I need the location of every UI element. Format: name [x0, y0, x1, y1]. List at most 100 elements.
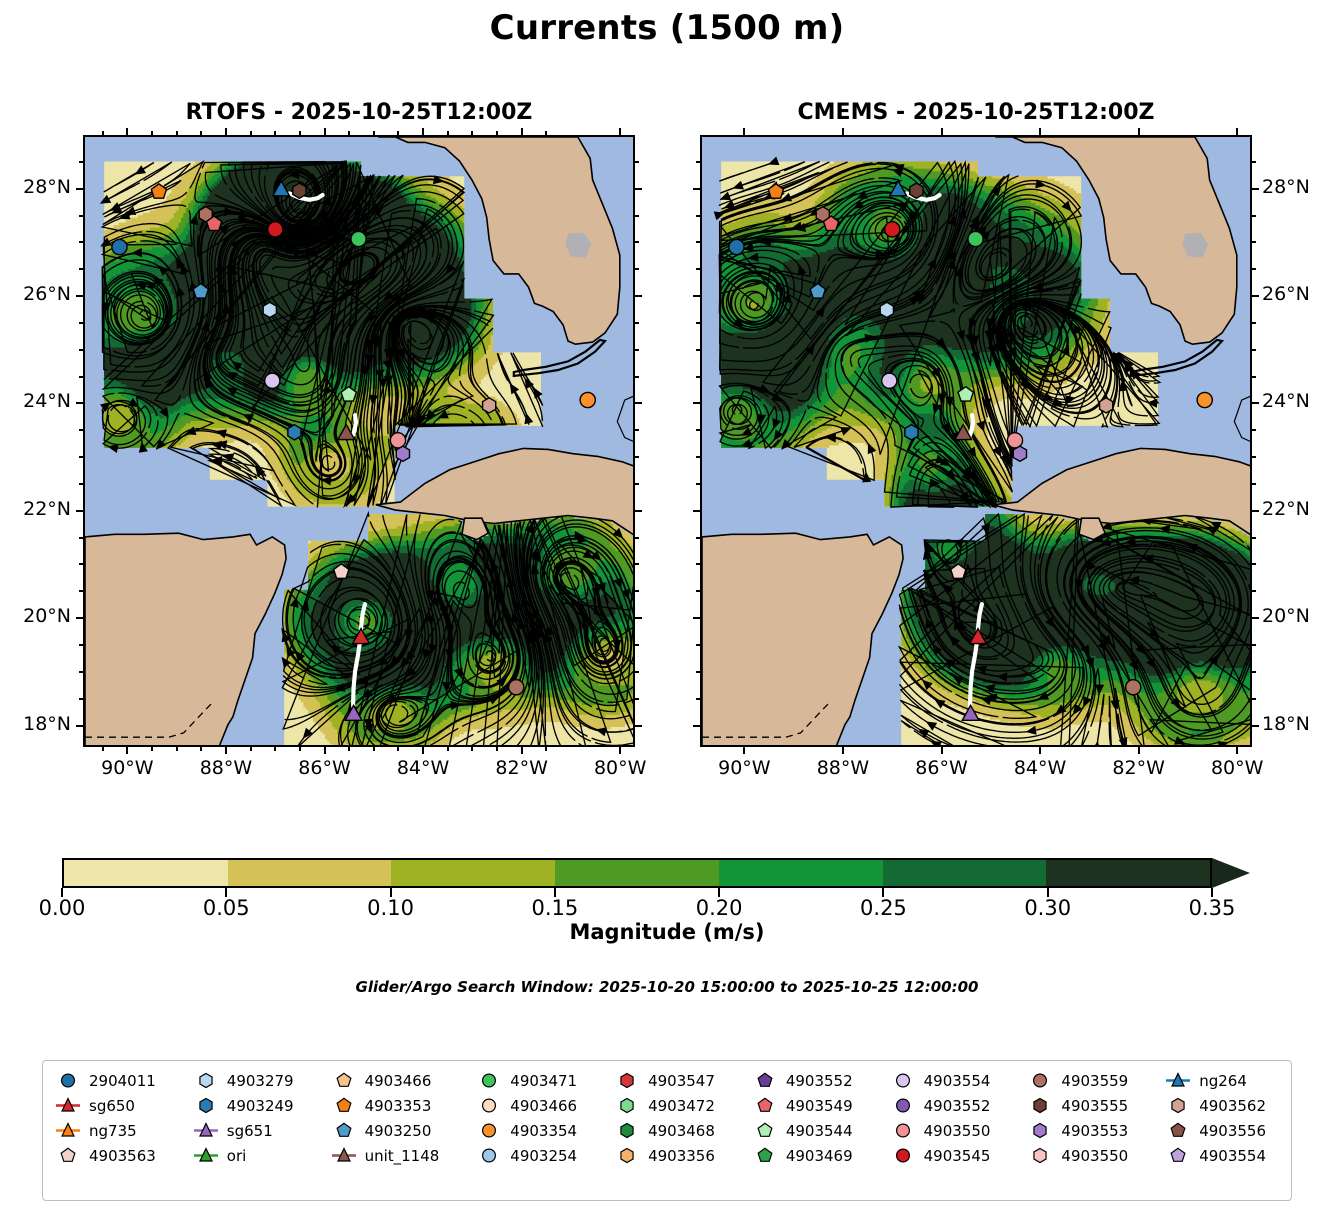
marker-4903562[interactable]: [481, 396, 497, 414]
marker-4903549[interactable]: [205, 215, 223, 232]
map-panel-cmems[interactable]: [700, 135, 1252, 747]
marker-4903554[interactable]: [263, 372, 281, 390]
legend-item-4903550[interactable]: 4903550: [1027, 1145, 1143, 1166]
ytick-major-right: [1252, 187, 1259, 190]
marker-4903555[interactable]: [292, 182, 307, 200]
marker-4903250[interactable]: [192, 282, 210, 299]
marker-4903279[interactable]: [262, 301, 278, 319]
legend-item-ng735[interactable]: ng735: [55, 1120, 171, 1141]
marker-4903353[interactable]: [150, 182, 168, 199]
marker-unit_1148[interactable]: [198, 205, 214, 223]
streamline-arrow: [111, 204, 123, 214]
map-panel-rtofs[interactable]: [83, 135, 635, 747]
marker-4903471[interactable]: [967, 230, 984, 248]
legend-item-unit_1148[interactable]: unit_1148: [331, 1145, 455, 1166]
streamline-arrow: [295, 650, 306, 662]
legend-item-ng264[interactable]: ng264: [1165, 1070, 1281, 1091]
legend-item-4903547[interactable]: 4903547: [614, 1070, 730, 1091]
xtick-label-1-0: 90°W: [718, 757, 771, 779]
streamline-arrow: [134, 280, 146, 291]
legend-item-2904011[interactable]: 2904011: [55, 1070, 171, 1091]
marker-4903545[interactable]: [883, 221, 901, 238]
marker-4903545[interactable]: [266, 221, 284, 238]
marker-4903354[interactable]: [1196, 391, 1214, 409]
marker-4903559[interactable]: [507, 678, 525, 696]
streamline-arrow: [959, 491, 969, 503]
legend-item-4903553[interactable]: 4903553: [1027, 1120, 1143, 1141]
legend-item-4903471[interactable]: 4903471: [476, 1070, 592, 1091]
legend-item-ori[interactable]: ori: [193, 1145, 309, 1166]
marker-4903249[interactable]: [287, 423, 302, 441]
legend-item-4903552[interactable]: 4903552: [890, 1095, 1006, 1116]
legend-item-4903554[interactable]: 4903554: [1165, 1145, 1281, 1166]
legend-item-4903250[interactable]: 4903250: [331, 1120, 455, 1141]
legend-item-4903472[interactable]: 4903472: [614, 1095, 730, 1116]
marker-sg650[interactable]: [968, 627, 988, 645]
legend-item-4903559[interactable]: 4903559: [1027, 1070, 1143, 1091]
marker-4903250[interactable]: [809, 282, 827, 299]
legend-item-sg651[interactable]: sg651: [193, 1120, 309, 1141]
legend-item-4903466[interactable]: 4903466: [476, 1095, 592, 1116]
legend-item-4903562[interactable]: 4903562: [1165, 1095, 1281, 1116]
marker-2904011[interactable]: [111, 238, 128, 256]
legend-item-4903556[interactable]: 4903556: [1165, 1120, 1281, 1141]
streamline-arrow: [1101, 634, 1113, 646]
marker-4903544[interactable]: [340, 385, 358, 402]
legend-item-4903545[interactable]: 4903545: [890, 1145, 1006, 1166]
legend-item-4903254[interactable]: 4903254: [476, 1145, 592, 1166]
marker-4903354[interactable]: [579, 391, 597, 409]
legend-item-4903466[interactable]: 4903466: [331, 1070, 455, 1091]
marker-4903279[interactable]: [879, 301, 895, 319]
legend-item-4903552[interactable]: 4903552: [752, 1070, 868, 1091]
panel-title-rtofs: RTOFS - 2025-10-25T12:00Z: [185, 100, 533, 125]
xtick-major: [619, 747, 622, 754]
track-marker-icon: [193, 1147, 218, 1162]
marker-4903562[interactable]: [1098, 396, 1114, 414]
legend-item-4903468[interactable]: 4903468: [614, 1120, 730, 1141]
legend-item-4903550[interactable]: 4903550: [890, 1120, 1006, 1141]
legend-item-4903354[interactable]: 4903354: [476, 1120, 592, 1141]
streamline: [1108, 695, 1112, 745]
legend-item-4903549[interactable]: 4903549: [752, 1095, 868, 1116]
marker-4903544[interactable]: [957, 385, 975, 402]
marker-4903555[interactable]: [909, 182, 924, 200]
legend-item-4903469[interactable]: 4903469: [752, 1145, 868, 1166]
marker-4903353[interactable]: [767, 182, 785, 199]
legend-item-sg650[interactable]: sg650: [55, 1095, 171, 1116]
marker-sg651[interactable]: [961, 703, 981, 722]
marker-4903549[interactable]: [822, 215, 840, 232]
legend-item-4903554[interactable]: 4903554: [890, 1070, 1006, 1091]
marker-unit_1148[interactable]: [953, 423, 973, 441]
legend-item-4903353[interactable]: 4903353: [331, 1095, 455, 1116]
legend-item-4903555[interactable]: 4903555: [1027, 1095, 1143, 1116]
marker-ng264[interactable]: [888, 179, 908, 197]
marker-4903249[interactable]: [904, 423, 919, 441]
marker-4903550[interactable]: [389, 432, 407, 449]
search-window-text: Glider/Argo Search Window: 2025-10-20 15…: [355, 978, 979, 996]
marker-4903563[interactable]: [332, 563, 350, 579]
marker-4903553[interactable]: [1012, 445, 1028, 463]
marker-4903471[interactable]: [350, 230, 367, 248]
marker-unit_1148[interactable]: [815, 205, 831, 223]
streamline-arrow: [613, 577, 622, 589]
marker-ng264[interactable]: [271, 179, 291, 197]
xtick-major-top: [841, 128, 844, 135]
legend-item-4903356[interactable]: 4903356: [614, 1145, 730, 1166]
legend-item-4903249[interactable]: 4903249: [193, 1095, 309, 1116]
marker-4903550[interactable]: [1006, 432, 1024, 449]
marker-4903554[interactable]: [880, 372, 898, 390]
legend-item-4903563[interactable]: 4903563: [55, 1145, 171, 1166]
ytick-minor-right: [635, 214, 639, 217]
marker-unit_1148[interactable]: [336, 423, 356, 441]
legend-cell-empty: [476, 1170, 592, 1191]
streamline-arrow: [1159, 524, 1171, 535]
marker-4903559[interactable]: [1124, 678, 1142, 696]
marker-sg651[interactable]: [344, 703, 364, 722]
legend-item-4903544[interactable]: 4903544: [752, 1120, 868, 1141]
legend-item-4903279[interactable]: 4903279: [193, 1070, 309, 1091]
marker-2904011[interactable]: [728, 238, 745, 256]
marker-sg650[interactable]: [351, 627, 371, 645]
marker-4903553[interactable]: [395, 445, 411, 463]
marker-4903563[interactable]: [949, 563, 967, 579]
streamline-arrow: [1210, 521, 1222, 531]
